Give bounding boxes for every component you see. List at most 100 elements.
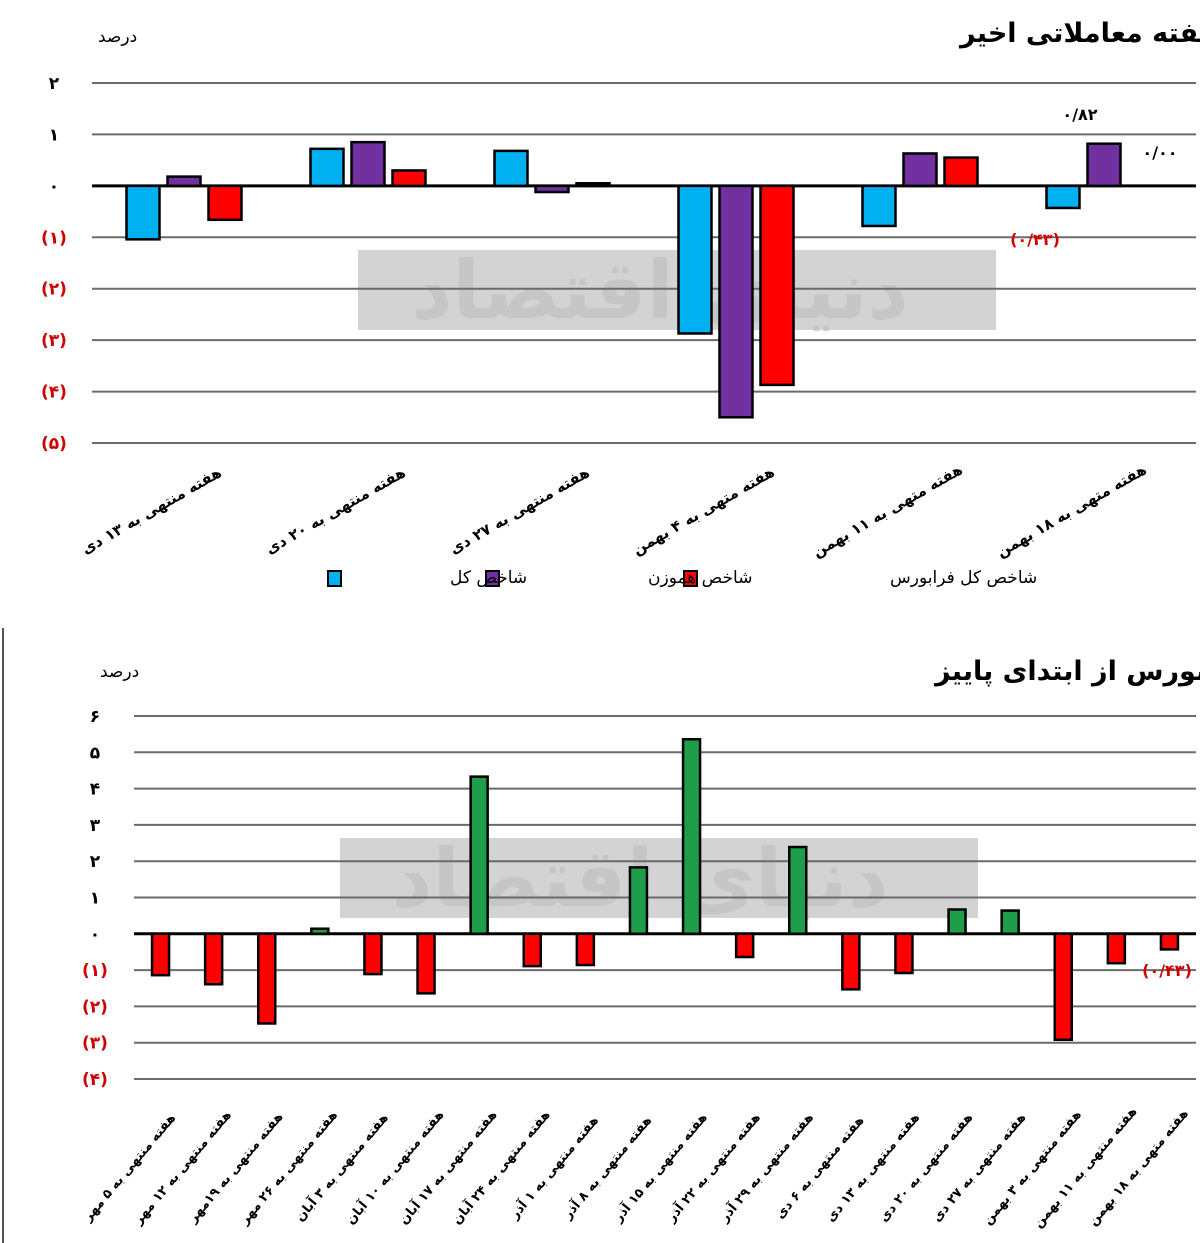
y-tick-label: ۲ [49, 74, 60, 94]
bar [363, 932, 383, 976]
bar [1086, 142, 1122, 188]
watermark-bottom: دنیای اقتصاد [340, 832, 978, 925]
chart-title: بازدهی نماگرهای سهامی در ۶ هفته معاملاتی… [958, 17, 1200, 49]
x-tick-label: هفته منتهی به ۳ بهمن [980, 1108, 1084, 1228]
bar [207, 184, 243, 222]
bar [1159, 932, 1180, 951]
watermark-band [340, 838, 978, 918]
bar [1045, 184, 1081, 210]
bar [166, 175, 202, 188]
y-tick-label: ۶ [90, 707, 100, 727]
bar [309, 147, 345, 188]
watermark-top: دنیای اقتصاد [358, 244, 996, 337]
bar [681, 737, 702, 936]
bar [894, 932, 914, 975]
bar [469, 775, 489, 936]
bar [788, 845, 808, 936]
x-tick-label: هفته منتهی به ۲۷ دی [446, 463, 592, 558]
data-label: ۰/۰۰ [1142, 143, 1177, 162]
bar [575, 182, 611, 188]
bar [257, 932, 277, 1025]
bar [310, 927, 330, 936]
y-tick-label: (۳) [41, 331, 67, 351]
x-tick-label: هفته متهی به ۱۸ بهمن [993, 460, 1149, 561]
chart-bottom: بازدهی هفتگی شاخص کل بورس از ابتدای پایی… [80, 655, 1200, 1231]
y-tick-label: ۴ [90, 780, 100, 800]
x-tick-label: هفته منتهی به ۵ مهر [80, 1111, 179, 1225]
legend-label: شاخص کل [450, 568, 527, 588]
bar [1106, 932, 1127, 965]
bar [522, 932, 542, 968]
bar [125, 184, 161, 241]
y-axis-unit: درصد [98, 27, 137, 47]
y-tick-label: (۲) [41, 280, 67, 300]
x-tick-label: هفته منتهی به ۱۰ آبان [342, 1106, 448, 1227]
y-tick-label: (۵) [41, 434, 67, 454]
x-tick-label: هفته منتهی به ۲۷ دی [930, 1110, 1030, 1225]
bar [534, 184, 570, 194]
chart-title: بازدهی هفتگی شاخص کل بورس از ابتدای پایی… [933, 655, 1200, 687]
y-tick-label: (۴) [82, 1070, 108, 1090]
legend-label: شاخص هموزن [648, 568, 752, 588]
y-tick-label: ۲ [90, 852, 101, 872]
y-tick-label: (۳) [82, 1034, 108, 1054]
x-tick-label: هفته منتهی به ۱۲ مهر [130, 1108, 234, 1228]
bar [947, 908, 967, 936]
bar [734, 932, 755, 959]
data-label: (۰/۴۳) [1010, 230, 1060, 249]
x-tick-label: هفته متهی به ۱۱ بهمن [809, 460, 965, 561]
x-tick-label: هفته منتهی به ۳ آبان [291, 1110, 392, 1225]
bar [575, 932, 596, 967]
x-tick-label: هفته منتهی به ۱۱ بهمن [1031, 1104, 1141, 1231]
x-tick-label: هفته منتهی به ۱۹مهر [185, 1110, 286, 1227]
x-tick-label: هفته منتهی به ۲۹ آذر [715, 1109, 817, 1226]
bar [759, 184, 795, 387]
x-tick-label: هفته منتهی به ۲۶ مهر [237, 1108, 341, 1228]
y-tick-label: (۱) [41, 228, 67, 248]
y-tick-label: (۱) [82, 961, 108, 981]
bar [902, 152, 938, 188]
legend-swatch [485, 570, 500, 587]
y-tick-label: (۲) [82, 997, 108, 1017]
x-tick-label: هفته منتهی به ۱ آذر [505, 1112, 602, 1223]
bar [1053, 932, 1073, 1042]
data-label: ۰/۸۲ [1062, 105, 1097, 124]
x-tick-label: هفته متهی به ۱۸ بهمن [1086, 1107, 1192, 1229]
legend-swatch [327, 570, 342, 587]
y-tick-label: ۱ [90, 889, 100, 909]
y-tick-label: ۱ [49, 125, 59, 145]
x-tick-label: هفته منتهی به ۲۲ آذر [662, 1109, 764, 1226]
x-tick-label: هفته منتهی به ۲۴ آبان [448, 1106, 554, 1227]
bar [203, 932, 224, 986]
x-tick-label: هفته منتهی به ۶ دی [773, 1113, 868, 1222]
y-tick-label: ۳ [90, 816, 101, 836]
bar [416, 932, 436, 995]
x-tick-label: هفته منتهی به ۱۷ آبان [395, 1106, 501, 1227]
y-tick-label: ۵ [90, 743, 100, 763]
bar [677, 184, 713, 335]
data-label: (۰/۴۳) [1142, 961, 1192, 980]
bar [943, 156, 979, 188]
y-tick-label: ۰ [49, 177, 59, 197]
watermark-logo: دنیای اقتصاد [411, 244, 908, 337]
x-tick-label: هفته منتهی به ۱۳ دی [78, 463, 224, 558]
legend-label: شاخص کل فرابورس [890, 568, 1037, 588]
x-tick-label: هفته متهی به ۴ بهمن [629, 463, 777, 559]
watermark-band [358, 250, 996, 330]
bar [493, 149, 529, 188]
bar [861, 184, 897, 228]
bar [628, 866, 649, 936]
x-tick-label: هفته منتهی به ۸ آذر [558, 1112, 655, 1223]
x-tick-label: هفته منتهی به ۲۰ دی [876, 1110, 976, 1225]
bar [841, 932, 861, 991]
y-axis-unit: درصد [100, 662, 139, 682]
x-tick-label: هفته منتهی به ۲۰ دی [262, 463, 408, 558]
bar [1000, 909, 1020, 936]
bar [350, 140, 386, 188]
legend-swatch [683, 570, 698, 587]
y-tick-label: (۴) [41, 383, 67, 403]
x-tick-label: هفته منتهی به ۱۳ دی [823, 1110, 923, 1225]
bar [718, 184, 754, 419]
bar [150, 932, 171, 977]
y-tick-label: ۰ [90, 925, 100, 945]
